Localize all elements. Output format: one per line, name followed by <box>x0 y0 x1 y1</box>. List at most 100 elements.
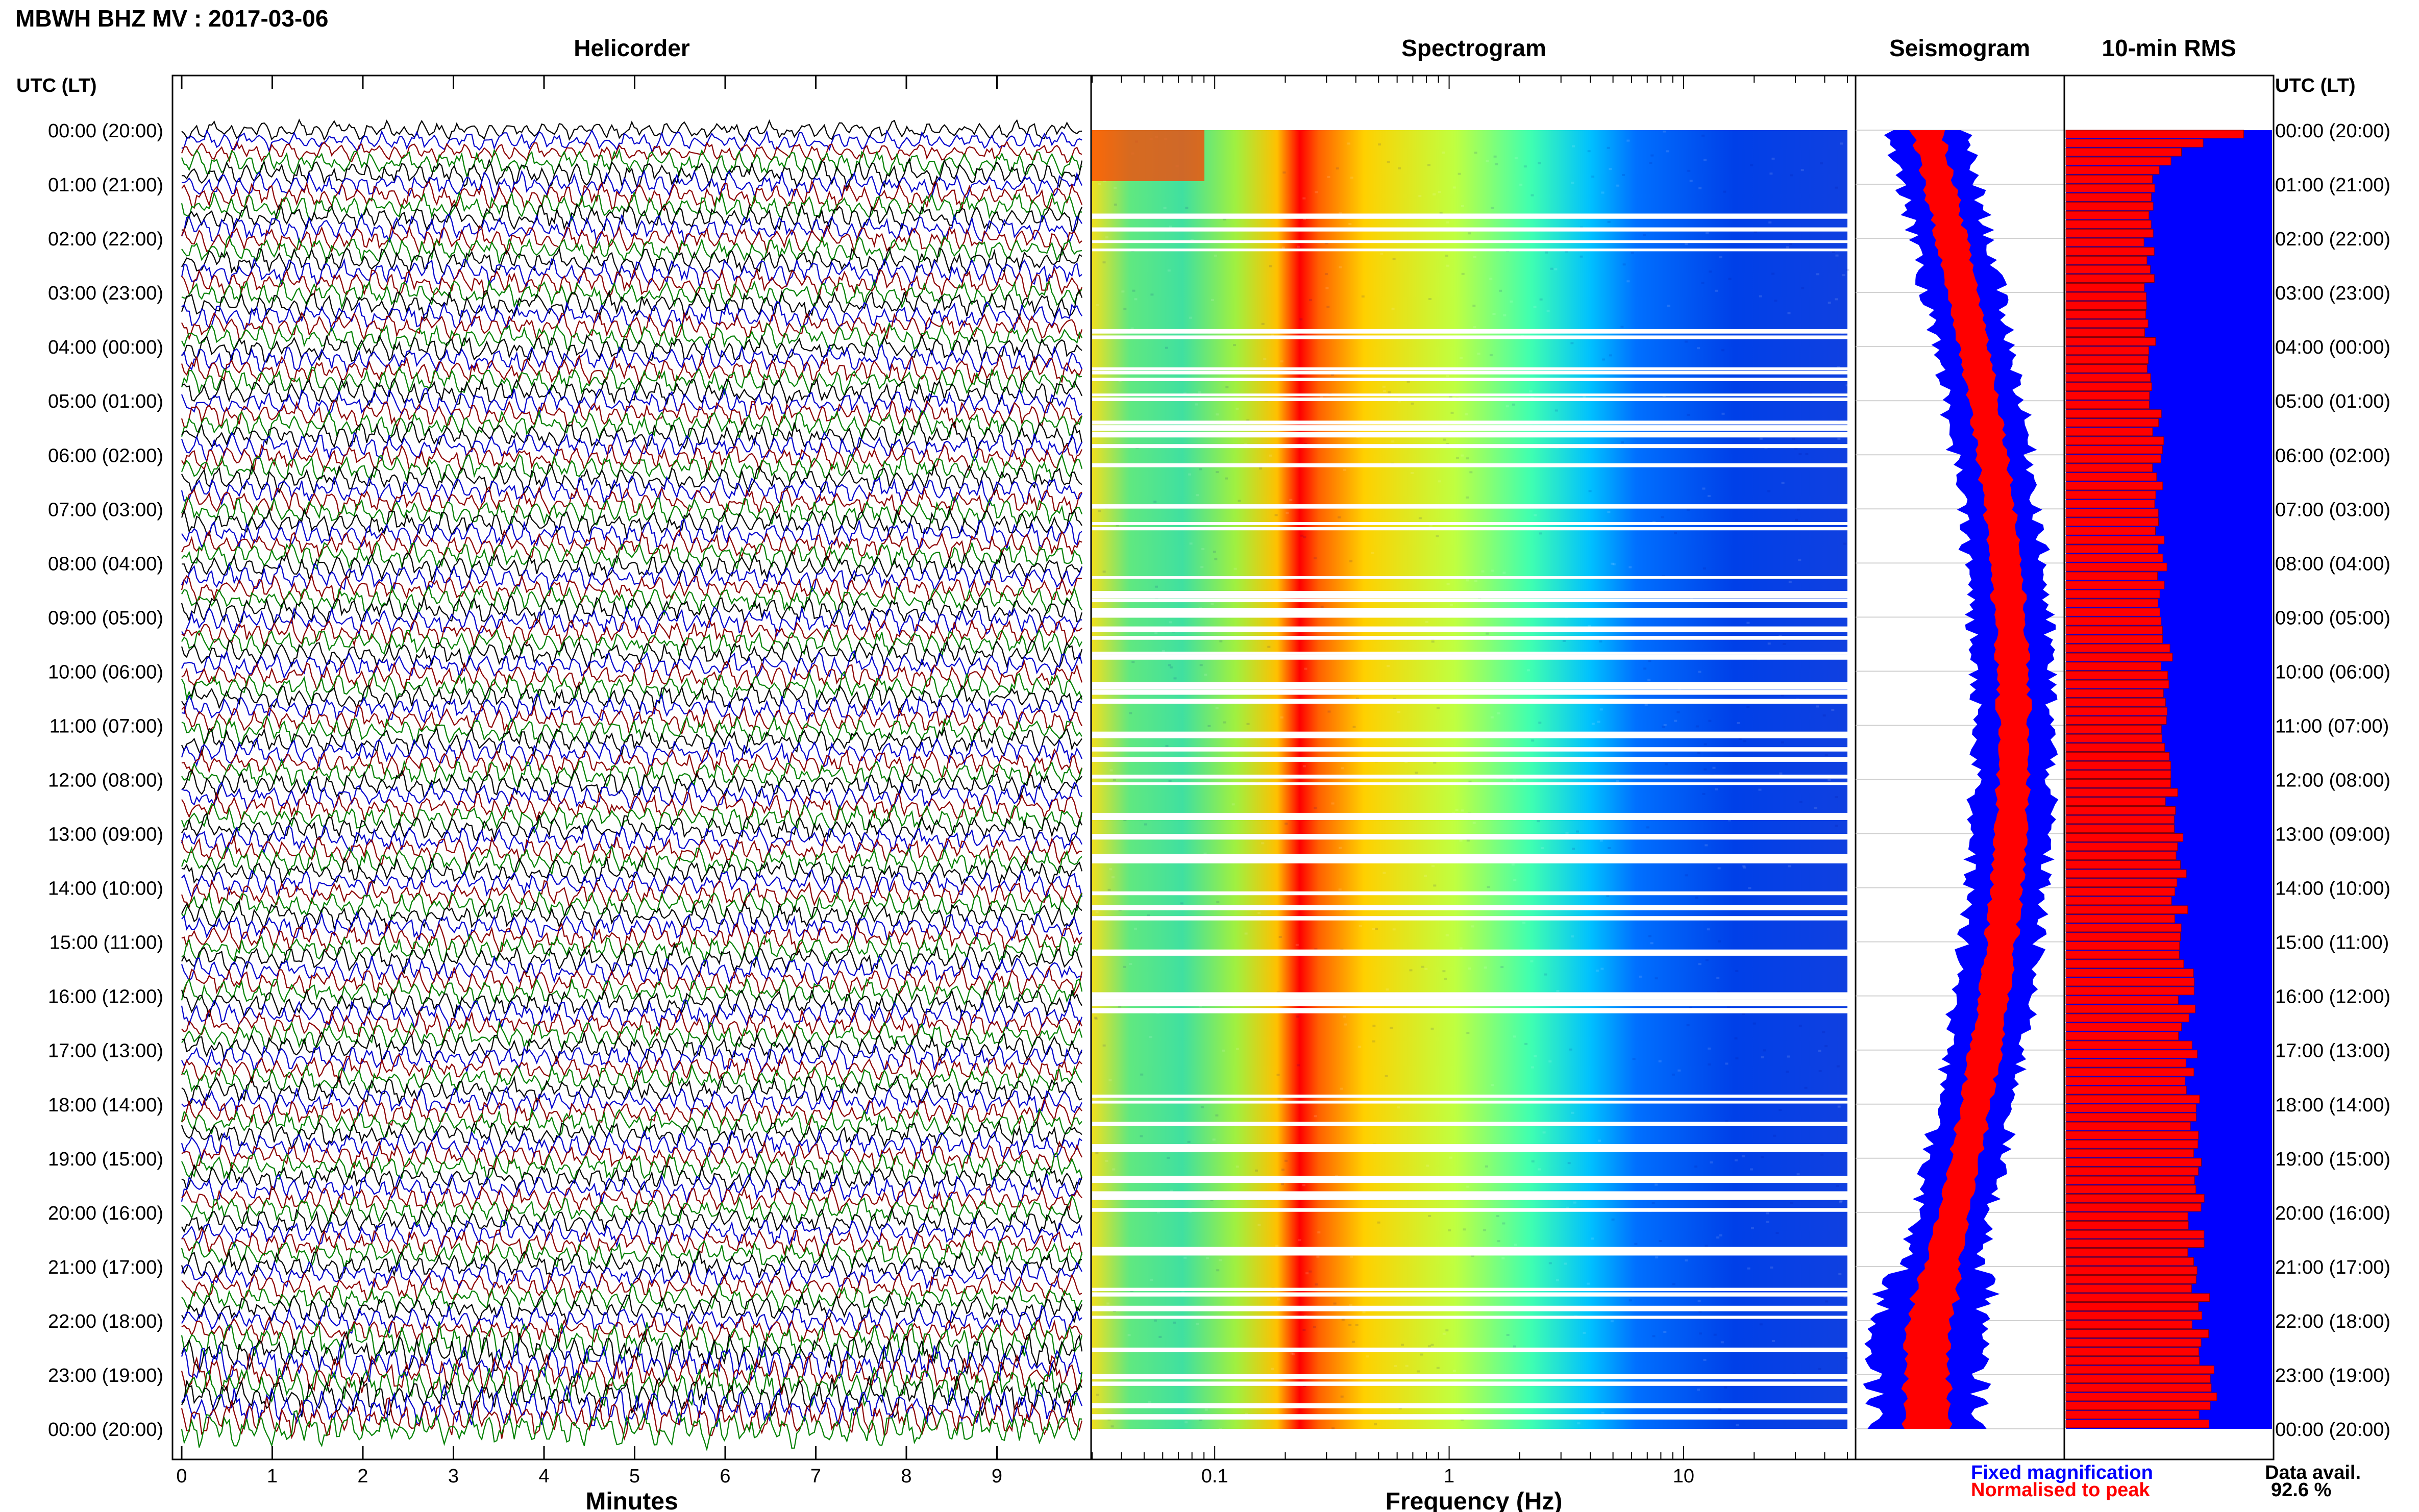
helicorder-x-tick-label: 6 <box>720 1466 730 1487</box>
spectrogram-data-gap <box>1092 610 1847 616</box>
spectrogram-noise <box>1715 788 1718 790</box>
spectrogram-noise <box>1705 959 1709 961</box>
spectrogram-noise <box>1843 1295 1847 1298</box>
helicorder-trace <box>181 562 1083 593</box>
spectrogram-noise <box>1154 632 1158 634</box>
spectrogram-noise <box>1676 711 1680 713</box>
spectrogram-noise <box>1148 1401 1151 1403</box>
spectrogram-noise <box>1628 566 1632 568</box>
spectrogram-noise <box>1650 942 1653 945</box>
spectrogram-noise <box>1758 788 1762 791</box>
spectrogram-noise <box>1610 1320 1614 1323</box>
spectrogram-noise <box>1107 888 1111 891</box>
spectrogram-data-gap <box>1092 522 1847 525</box>
rms-bar <box>2065 626 2163 635</box>
spectrogram-noise <box>1463 1228 1466 1231</box>
spectrogram-noise <box>1214 558 1218 560</box>
spectrogram-noise <box>1698 963 1701 965</box>
rms-bar <box>2065 797 2166 806</box>
spectrogram-noise <box>1195 403 1198 406</box>
spectrogram-noise <box>1687 413 1690 416</box>
spectrogram-noise <box>1571 935 1574 938</box>
spectrogram-data-gap <box>1092 655 1847 660</box>
helicorder-trace <box>181 1204 1083 1236</box>
time-tick-label-left: 04:00 (00:00) <box>48 337 163 358</box>
spectrogram-data-gap <box>1092 1292 1847 1297</box>
helicorder-trace <box>181 1008 1082 1042</box>
rms-bar <box>2065 680 2169 689</box>
spectrogram-noise <box>1556 990 1560 992</box>
spectrogram-noise <box>1255 1169 1258 1172</box>
rms-bar <box>2065 508 2159 517</box>
spectrogram-noise <box>1752 1022 1756 1025</box>
spectrogram-noise <box>1433 193 1436 195</box>
spectrogram-noise <box>1383 872 1386 874</box>
spectrogram-noise <box>1211 299 1214 301</box>
spectrogram-noise <box>1445 1329 1449 1332</box>
spectrogram-noise <box>1556 1279 1559 1281</box>
rms-bar <box>2065 986 2194 996</box>
spectrogram-noise <box>1118 1005 1122 1008</box>
spectrogram-noise <box>1836 1184 1839 1187</box>
spectrogram-noise <box>1216 901 1220 904</box>
spectrogram-noise <box>1188 473 1192 476</box>
spectrogram-noise <box>1324 273 1328 276</box>
spectrogram-noise <box>1571 1111 1574 1114</box>
spectrogram-noise <box>1113 779 1116 781</box>
spectrogram-noise <box>1724 1386 1727 1389</box>
spectrogram-data-gap <box>1092 1144 1847 1148</box>
spectrogram-noise <box>1742 865 1746 867</box>
spectrogram-noise <box>1562 640 1566 642</box>
spectrogram-noise <box>1140 1073 1144 1076</box>
time-ticks: 00:00 (20:00) 00:00 (20:00) 01:00 (21:00) 0… <box>48 120 2390 1441</box>
spectrogram-data-gap <box>1092 1251 1847 1256</box>
spectrogram-noise <box>1495 163 1498 165</box>
spectrogram-noise <box>1257 912 1261 914</box>
spectrogram-noise <box>1280 716 1283 718</box>
rms-bar <box>2065 635 2163 643</box>
rms-bar <box>2065 490 2156 500</box>
spectrogram-noise <box>1210 1199 1214 1201</box>
spectrogram-data-gap <box>1092 1192 1847 1198</box>
rms-bar <box>2065 400 2150 409</box>
rms-bar <box>2065 193 2152 202</box>
legend-fixed-magnification: Fixed magnification <box>1971 1462 2153 1483</box>
spectrogram-noise <box>1263 358 1267 360</box>
spectrogram-noise <box>1710 1161 1713 1163</box>
spectrogram-noise <box>1199 664 1203 666</box>
spectrogram-noise <box>1404 761 1408 763</box>
spectrogram-noise <box>1313 1326 1316 1328</box>
spectrogram-noise <box>1842 274 1845 277</box>
spectrogram-noise <box>1573 1201 1576 1204</box>
spectrogram-noise <box>1348 1324 1352 1326</box>
spectrogram-noise <box>1383 390 1386 392</box>
spectrogram-noise <box>1378 143 1381 146</box>
spectrogram-noise <box>1522 922 1526 924</box>
spectrogram-noise <box>1123 819 1127 822</box>
spectrogram-noise <box>1327 710 1331 713</box>
helicorder-trace <box>181 964 1083 996</box>
spectrogram-noise <box>1541 847 1544 850</box>
spectrogram-noise <box>1168 664 1171 666</box>
spectrogram-noise <box>1325 287 1329 289</box>
helicorder-trace <box>181 1085 1082 1119</box>
spectrogram-data-gap <box>1092 858 1847 863</box>
spectrogram-noise <box>1338 888 1342 891</box>
time-tick-label-right: 20:00 (16:00) <box>2275 1203 2390 1224</box>
spectrogram-noise <box>1835 298 1838 301</box>
spectrogram-noise <box>1502 1222 1505 1225</box>
rms-bar <box>2065 1149 2194 1158</box>
spectrogram-noise <box>1554 268 1558 270</box>
time-tick-label-right: 03:00 (23:00) <box>2275 283 2390 304</box>
rms-bar <box>2065 1085 2187 1095</box>
spectrogram-noise <box>1595 970 1599 972</box>
spectrogram-noise <box>1303 1385 1306 1387</box>
spectrogram-noise <box>1577 1422 1581 1425</box>
helicorder-trace <box>181 157 1083 189</box>
spectrogram-noise <box>1499 289 1502 292</box>
spectrogram-noise <box>1622 263 1626 266</box>
spectrogram-noise <box>1672 1283 1675 1285</box>
spectrogram-noise <box>1392 928 1396 931</box>
spectrogram-noise <box>1704 159 1707 161</box>
spectrogram-noise <box>1539 532 1542 535</box>
